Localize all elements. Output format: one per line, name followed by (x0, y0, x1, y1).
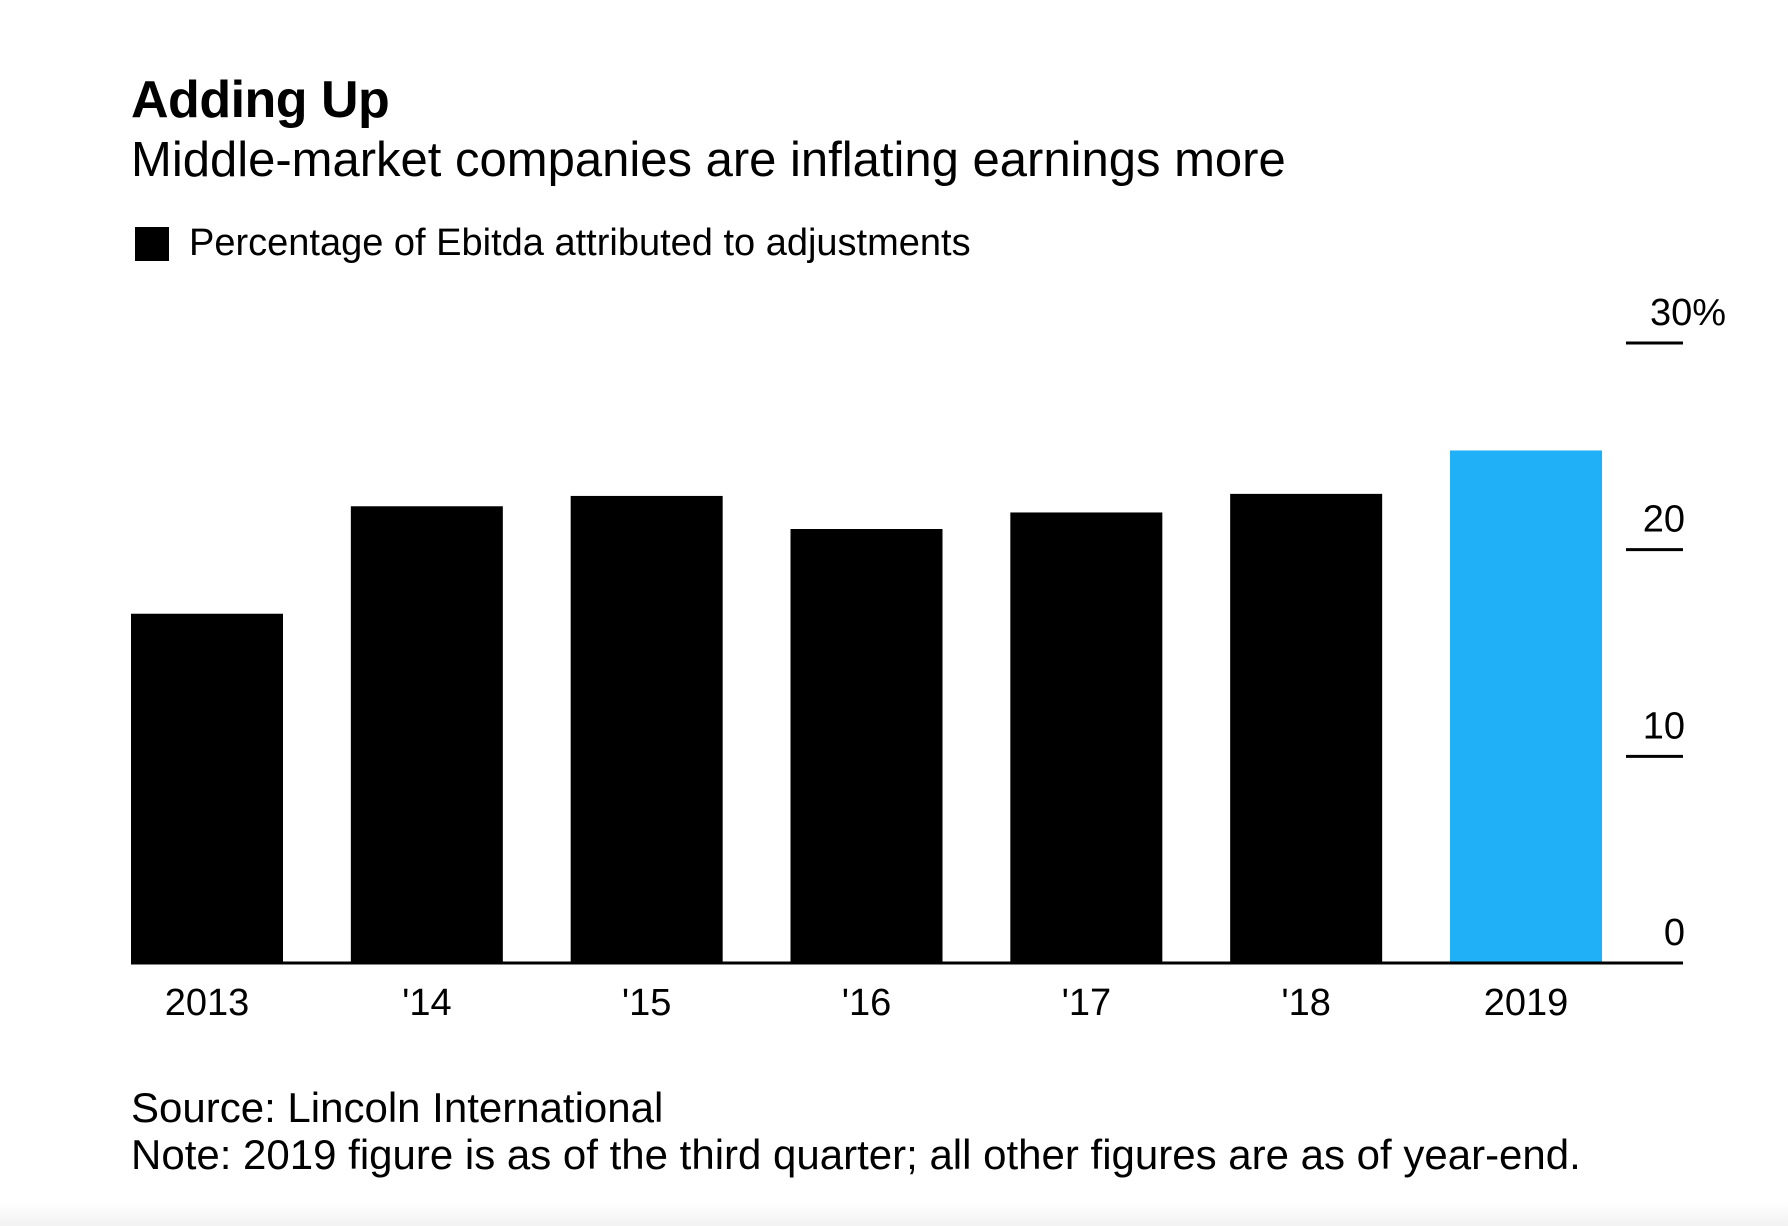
bar-18 (1230, 493, 1383, 963)
bar-16 (790, 529, 943, 963)
bar-2013 (131, 613, 283, 963)
x-tick-label: '17 (1062, 982, 1112, 1024)
note-text: Note: 2019 figure is as of the third qua… (131, 1131, 1581, 1178)
y-tick-label: 30% (1650, 292, 1726, 334)
legend-label: Percentage of Ebitda attributed to adjus… (189, 222, 971, 264)
y-tick-label: 0 (1664, 912, 1685, 954)
x-tick-label: 2019 (1484, 982, 1569, 1024)
bars-group (131, 450, 1602, 963)
x-tick-label: '16 (842, 982, 892, 1024)
y-tick-label: 10 (1643, 705, 1685, 747)
chart-footer: Source: Lincoln International Note: 2019… (131, 1084, 1581, 1178)
bar-2019 (1450, 450, 1602, 963)
x-tick-label: '15 (622, 982, 672, 1024)
source-text: Source: Lincoln International (131, 1084, 664, 1131)
bar-17 (1010, 512, 1163, 963)
legend: Percentage of Ebitda attributed to adjus… (135, 222, 971, 265)
bar-15 (570, 495, 723, 963)
bottom-fade (0, 1202, 1788, 1226)
x-axis: 2013 '14 '15 '16 '17 '18 2019 (165, 982, 1569, 1024)
legend-swatch (135, 226, 169, 261)
chart-subtitle: Middle-market companies are inflating ea… (131, 133, 1286, 187)
x-tick-label: '14 (402, 982, 452, 1024)
bar-14 (350, 506, 503, 963)
x-tick-label: 2013 (165, 982, 250, 1024)
y-axis: 0 10 20 30% (1626, 292, 1726, 954)
y-tick-label: 20 (1643, 499, 1685, 541)
x-tick-label: '18 (1281, 982, 1331, 1024)
chart-title: Adding Up (131, 71, 390, 129)
bar-chart: 0 10 20 30% 2013 '14 '15 '16 '17 '18 2019 (131, 292, 1726, 1024)
